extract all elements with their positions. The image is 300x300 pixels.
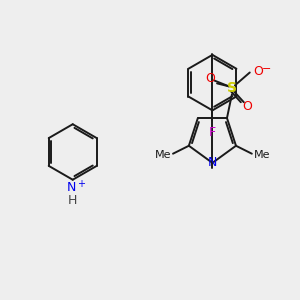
Text: Me: Me	[154, 150, 171, 160]
Text: O: O	[242, 100, 252, 113]
Text: O: O	[254, 65, 264, 78]
Text: N: N	[67, 181, 76, 194]
Text: H: H	[68, 194, 77, 207]
Text: F: F	[209, 126, 216, 139]
Text: −: −	[262, 64, 271, 74]
Text: N: N	[208, 156, 217, 170]
Text: O: O	[205, 72, 215, 85]
Text: S: S	[227, 81, 237, 95]
Text: +: +	[77, 179, 85, 189]
Text: Me: Me	[254, 150, 270, 160]
